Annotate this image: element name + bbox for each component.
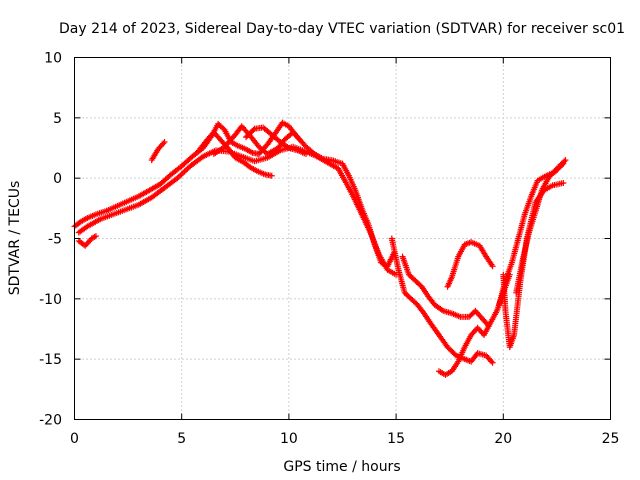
y-tick-label: 5 <box>53 111 62 127</box>
data-point <box>303 151 310 158</box>
data-point <box>562 157 569 164</box>
data-point <box>296 136 303 143</box>
series-track-k <box>496 160 567 308</box>
x-tick-labels: 0 5 10 15 20 25 <box>70 431 619 447</box>
data-points <box>71 119 569 378</box>
chart-title: Day 214 of 2023, Sidereal Day-to-day VTE… <box>59 21 625 37</box>
series-track-b <box>75 143 400 278</box>
y-tick-label: -10 <box>39 292 62 308</box>
y-tick-label: -20 <box>39 413 62 429</box>
series-track-f <box>388 235 496 366</box>
data-point <box>161 138 168 145</box>
x-tick-label: 20 <box>494 431 512 447</box>
data-point <box>489 359 496 366</box>
y-axis-label: SDTVAR / TECUs <box>7 181 23 296</box>
series-track-m <box>75 233 99 249</box>
axis-ticks <box>74 57 611 420</box>
y-tick-labels: -20 -15 -10 -5 0 5 10 <box>39 51 62 429</box>
y-tick-label: -5 <box>48 232 62 248</box>
y-tick-label: -15 <box>39 352 62 368</box>
data-point <box>92 233 99 240</box>
series-track-e <box>243 124 310 158</box>
y-tick-label: 10 <box>44 51 62 67</box>
x-tick-label: 0 <box>70 431 79 447</box>
x-tick-label: 5 <box>177 431 186 447</box>
x-axis-label: GPS time / hours <box>283 459 400 475</box>
series-track-a <box>71 119 397 270</box>
data-point <box>489 263 496 270</box>
data-point <box>268 172 275 179</box>
data-point <box>561 158 568 165</box>
series-track-n <box>148 138 168 164</box>
x-tick-label: 10 <box>280 431 298 447</box>
series-track-i <box>444 239 496 290</box>
series-track-g <box>399 253 492 329</box>
series-track-c <box>195 129 275 179</box>
y-tick-label: 0 <box>53 171 62 187</box>
data-point <box>560 179 567 186</box>
series-track-l <box>513 157 569 296</box>
x-tick-label: 25 <box>602 431 620 447</box>
x-tick-label: 15 <box>387 431 405 447</box>
